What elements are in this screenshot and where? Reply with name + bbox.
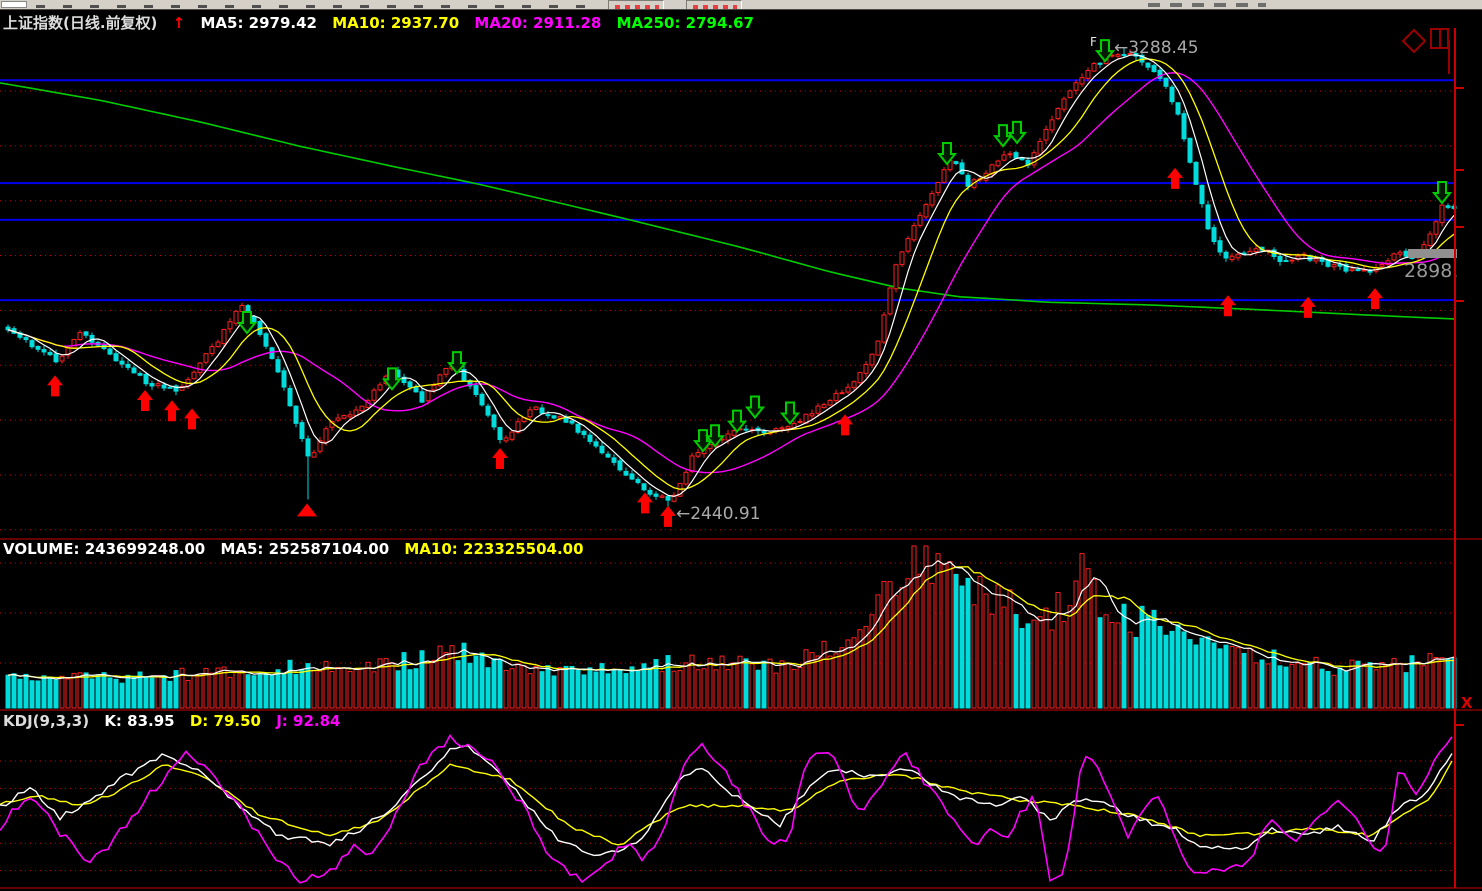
close-indicator-icon[interactable]: X bbox=[1461, 694, 1473, 712]
price-pane[interactable] bbox=[0, 48, 1457, 508]
buy-arrow-icon bbox=[837, 414, 853, 436]
sell-arrow-icon bbox=[1006, 120, 1028, 145]
buy-arrow-icon bbox=[164, 400, 180, 422]
vol-ma10-value: MA10: 223325504.00 bbox=[404, 540, 584, 558]
buy-arrow-icon bbox=[1367, 288, 1383, 310]
ma250-value: MA250: 2794.67 bbox=[616, 14, 754, 32]
right-margin bbox=[1457, 10, 1482, 888]
ma20-value: MA20: 2911.28 bbox=[474, 14, 602, 32]
buy-arrow-icon bbox=[1167, 167, 1183, 189]
grid-lines bbox=[0, 79, 1455, 872]
volume-pane[interactable] bbox=[5, 545, 1457, 709]
toolbar-items-clipped[interactable] bbox=[1148, 3, 1266, 7]
quote-value-fragment bbox=[615, 5, 659, 9]
sell-arrow-icon bbox=[381, 367, 403, 391]
quote-box-2[interactable] bbox=[686, 0, 742, 9]
price-axis-ticks bbox=[1455, 87, 1464, 726]
peak-price-label: ←3288.45 bbox=[1114, 38, 1199, 58]
window-layout-icon[interactable] bbox=[1430, 28, 1450, 74]
sell-arrow-icon bbox=[726, 409, 748, 434]
buy-arrow-icon bbox=[47, 375, 63, 397]
sell-arrow-icon bbox=[744, 395, 766, 420]
buy-arrow-icon bbox=[137, 389, 153, 411]
sell-arrow-icon bbox=[446, 351, 468, 375]
quote-value-fragment bbox=[693, 5, 737, 9]
buy-arrow-icon bbox=[1300, 296, 1316, 318]
sell-arrow-icon bbox=[779, 401, 801, 426]
volume-value: VOLUME: 243699248.00 bbox=[3, 540, 206, 558]
diamond-icon[interactable] bbox=[1401, 28, 1427, 54]
signal-markers bbox=[47, 39, 1453, 527]
symbol-title: 上证指数(日线.前复权) bbox=[3, 14, 158, 32]
sell-arrow-icon bbox=[1094, 39, 1116, 63]
kdj-pane[interactable] bbox=[0, 733, 1453, 884]
ma10-value: MA10: 2937.70 bbox=[332, 14, 460, 32]
k-value: K: 83.95 bbox=[104, 712, 175, 730]
d-value: D: 79.50 bbox=[189, 712, 261, 730]
menu-bar-clipped[interactable] bbox=[0, 0, 1482, 10]
event-flag-label[interactable]: F bbox=[1090, 35, 1097, 49]
j-value: J: 92.84 bbox=[276, 712, 341, 730]
low-price-label: ←2440.91 bbox=[676, 504, 761, 524]
kdj-pane-header: KDJ(9,3,3) K: 83.95 D: 79.50 J: 92.84 bbox=[3, 712, 350, 730]
sell-arrow-icon bbox=[992, 124, 1014, 148]
bottom-triangle-icon bbox=[297, 503, 317, 517]
sell-arrow-icon bbox=[1431, 181, 1453, 205]
menu-icon-fragment[interactable] bbox=[1, 1, 27, 8]
buy-arrow-icon bbox=[1220, 295, 1236, 317]
ma5-value: MA5: 2979.42 bbox=[200, 14, 317, 32]
buy-arrow-icon bbox=[184, 408, 200, 430]
volume-pane-header: VOLUME: 243699248.00 MA5: 252587104.00 M… bbox=[3, 540, 594, 558]
last-price-label: 2898.3 bbox=[1404, 260, 1470, 282]
last-price-band bbox=[1408, 249, 1457, 258]
buy-arrow-icon bbox=[637, 492, 653, 514]
menu-items-clipped[interactable] bbox=[36, 5, 596, 8]
trend-up-arrow-icon: ↑ bbox=[172, 14, 186, 32]
buy-arrow-icon bbox=[660, 505, 676, 527]
buy-arrow-icon bbox=[492, 447, 508, 469]
sell-arrow-icon bbox=[236, 311, 258, 335]
kdj-params: KDJ(9,3,3) bbox=[3, 712, 90, 730]
vol-ma5-value: MA5: 252587104.00 bbox=[220, 540, 390, 558]
quote-box-1[interactable] bbox=[608, 0, 664, 9]
sell-arrow-icon bbox=[704, 424, 726, 448]
price-pane-header: 上证指数(日线.前复权) ↑ MA5: 2979.42 MA10: 2937.7… bbox=[3, 12, 764, 33]
sell-arrow-icon bbox=[936, 142, 958, 166]
